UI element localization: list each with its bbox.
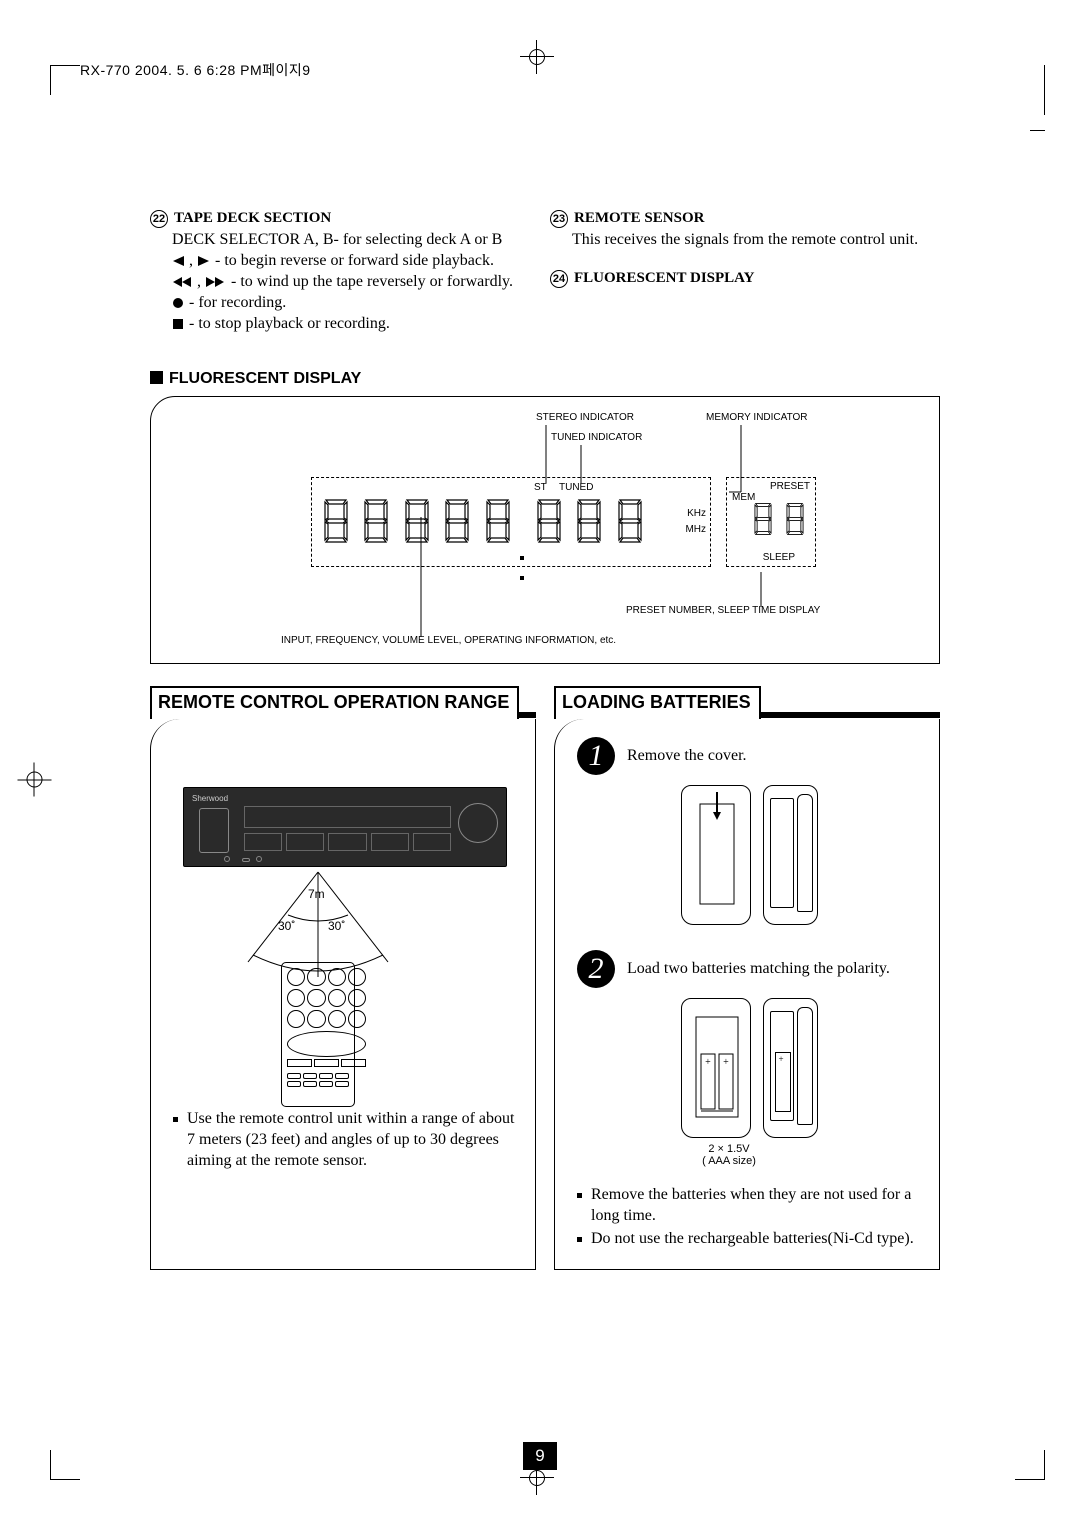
seven-segment-main [318,498,648,549]
step2-diagram: + + + [577,998,921,1138]
tuned-short-label: TUNED [559,482,593,493]
registration-left [18,763,57,797]
step-2-icon: 2 [577,950,615,988]
remote-range-note: Use the remote control unit within a ran… [173,1109,517,1171]
deck-selector-line: DECK SELECTOR A, B- for selecting deck A… [172,230,540,250]
remote-range-panel: Sherwood [150,719,536,1270]
step1-text: Remove the cover. [627,747,747,765]
ffwd-icon [206,276,226,288]
crop-mark-tr2 [1030,130,1045,131]
st-label: ST [534,482,547,493]
svg-text:+: + [723,1057,729,1068]
tape-deck-section: 22 TAPE DECK SECTION DECK SELECTOR A, B-… [150,210,540,335]
step2-text: Load two batteries matching the polarity… [627,960,890,978]
stop-icon [172,318,184,330]
loading-title: LOADING BATTERIES [554,686,761,719]
remote-range-diagram: Sherwood [173,737,517,1107]
fluorescent-item: 24 FLUORESCENT DISPLAY [550,270,940,288]
loading-batteries-title-bar: LOADING BATTERIES [554,686,940,719]
step1-diagram [577,785,921,925]
fluorescent-display-diagram: STEREO INDICATOR TUNED INDICATOR MEMORY … [150,396,940,664]
battery-spec-label: 2 × 1.5V ( AAA size) [537,1143,921,1167]
page-number: 9 [523,1442,557,1470]
sleep-label: SLEEP [763,552,795,563]
preset-label: PRESET [770,481,810,492]
angle2-label: 30˚ [328,919,345,933]
fluorescent-heading: FLUORESCENT DISPLAY [150,370,940,388]
svg-text:+: + [705,1057,711,1068]
forward-play-icon [198,255,210,267]
rewind-icon [172,276,192,288]
fluorescent-heading-text: FLUORESCENT DISPLAY [169,370,361,387]
item-number-24: 24 [550,270,568,288]
battery-note-2: Do not use the rechargeable batteries(Ni… [577,1229,921,1250]
reverse-play-icon [172,255,184,267]
record-icon [172,297,184,309]
input-freq-label: INPUT, FREQUENCY, VOLUME LEVEL, OPERATIN… [281,635,616,646]
remote-sensor-title: REMOTE SENSOR [574,210,704,227]
crop-mark-bl [50,1450,80,1480]
tape-deck-title: TAPE DECK SECTION [174,210,331,227]
fluorescent-title: FLUORESCENT DISPLAY [574,270,754,287]
step-1-icon: 1 [577,737,615,775]
play-text: - to begin reverse or forward side playb… [215,251,494,271]
page-header: RX-770 2004. 5. 6 6:28 PM페이지9 [80,60,311,80]
distance-label: 7m [308,887,325,901]
crop-mark-br [1015,1450,1045,1480]
crop-mark-tl [50,65,80,95]
angle1-label: 30˚ [278,919,295,933]
item-number-23: 23 [550,210,568,228]
stop-text: - to stop playback or recording. [189,314,390,334]
rec-text: - for recording. [189,293,286,313]
remote-sensor-body: This receives the signals from the remot… [572,230,940,250]
wind-text: - to wind up the tape reversely or forwa… [231,272,513,292]
remote-range-title-bar: REMOTE CONTROL OPERATION RANGE [150,686,536,719]
preset-sleep-display-label: PRESET NUMBER, SLEEP TIME DISPLAY [626,605,820,616]
remote-range-title: REMOTE CONTROL OPERATION RANGE [150,686,519,719]
remote-sensor-section: 23 REMOTE SENSOR This receives the signa… [550,210,940,250]
item-number-22: 22 [150,210,168,228]
remote-control-icon [281,962,355,1107]
seven-segment-preset [749,502,809,541]
battery-note-1: Remove the batteries when they are not u… [577,1185,921,1227]
loading-batteries-panel: 1 Remove the cover. 2 [554,719,940,1270]
square-bullet-icon [150,371,163,384]
khz-label: KHz [687,508,706,519]
mhz-label: MHz [685,524,706,535]
crop-mark-tr [1030,65,1045,115]
